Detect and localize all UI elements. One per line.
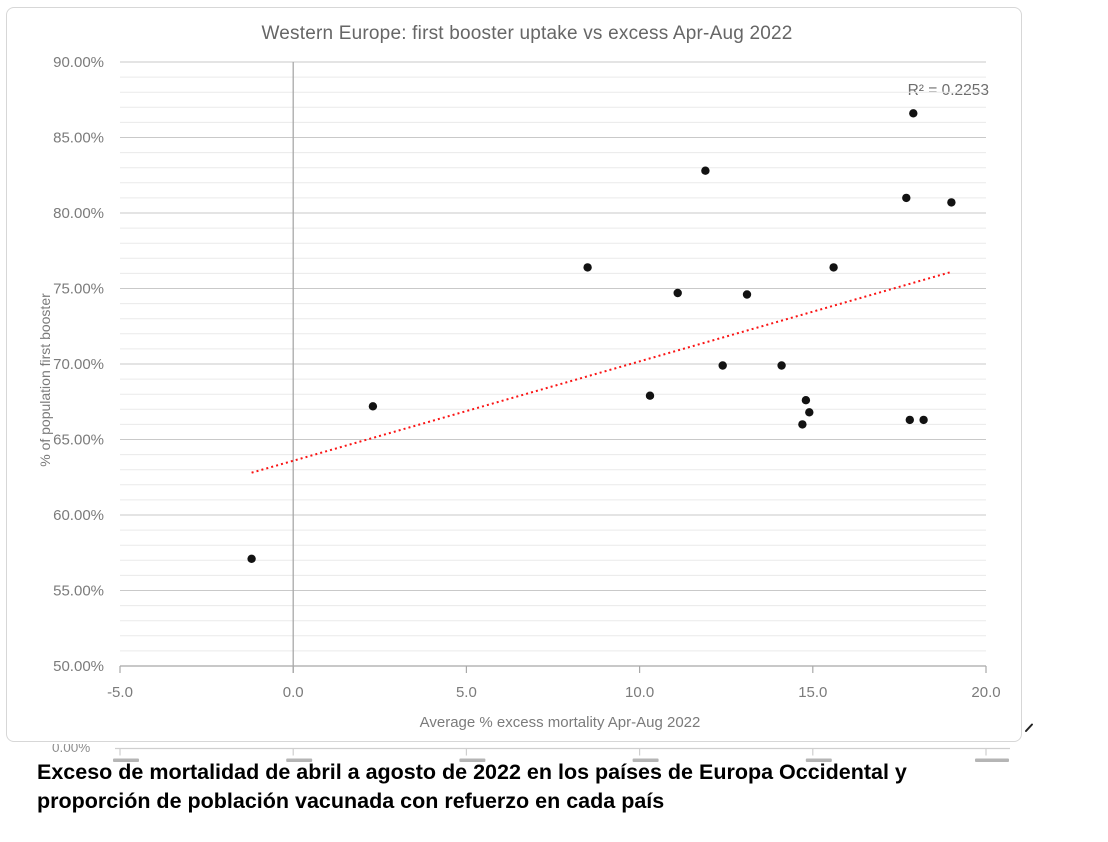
- x-axis-title: Average % excess mortality Apr-Aug 2022: [419, 714, 701, 731]
- caption: Exceso de mortalidad de abril a agosto d…: [37, 758, 907, 816]
- cropped-axis-label-text: 0.00%: [52, 744, 91, 755]
- r-squared-label: R² = 0.2253: [907, 82, 989, 99]
- caption-line-1: Exceso de mortalidad de abril a agosto d…: [37, 760, 907, 784]
- cropped-label-fragment: [975, 758, 1009, 762]
- caption-line-2: proporción de población vacunada con ref…: [37, 789, 665, 813]
- chart-container: Western Europe: first booster uptake vs …: [6, 7, 1022, 742]
- cropped-next-chart-label: 0.00%: [52, 744, 90, 757]
- y-axis-title: % of population first booster: [37, 293, 53, 467]
- stray-mark: [1025, 723, 1033, 732]
- chart-title: Western Europe: first booster uptake vs …: [261, 23, 793, 44]
